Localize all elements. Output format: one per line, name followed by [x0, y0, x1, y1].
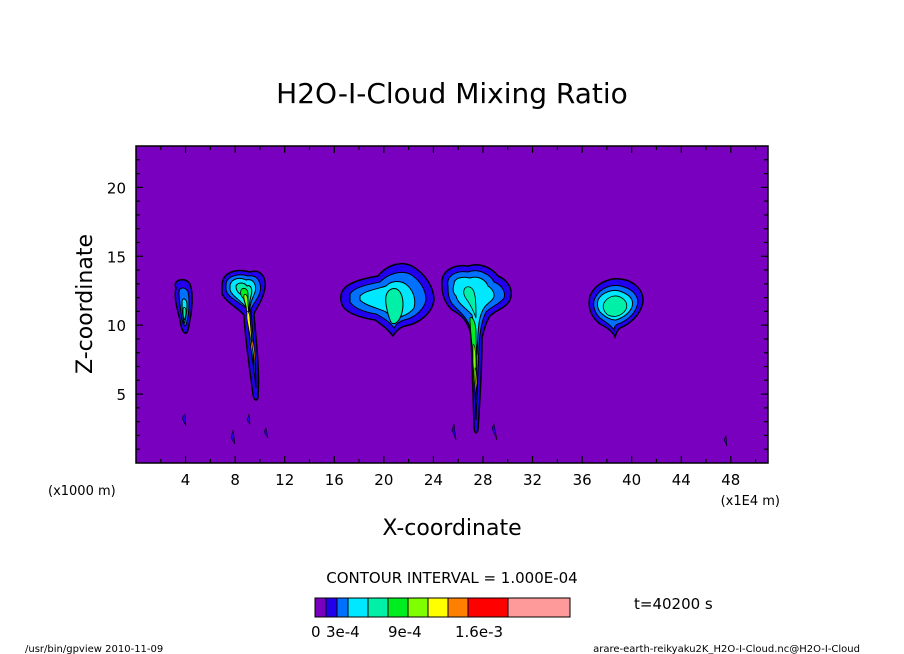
time-label: t=40200 s [634, 595, 713, 613]
x-tick-label: 28 [473, 471, 492, 489]
x-ticks: 4 8 12 16 20 24 28 32 36 40 44 48 [160, 146, 757, 489]
cloud-2 [221, 269, 266, 401]
footer-left: /usr/bin/gpview 2010-11-09 [25, 644, 163, 654]
colorbar-band [325, 597, 338, 618]
x-axis-label: X-coordinate [382, 516, 521, 541]
colorbar-band [387, 597, 409, 618]
x-tick-label: 12 [275, 471, 294, 489]
plot-frame [135, 145, 769, 464]
cloud-5 [588, 278, 644, 340]
colorbar-label-3: 1.6e-3 [455, 623, 503, 641]
x-unit-right: (x1E4 m) [721, 494, 780, 509]
speck [263, 427, 269, 439]
colorbar [314, 597, 571, 618]
y-tick-label: 15 [107, 248, 126, 266]
colorbar-label-2: 9e-4 [388, 623, 422, 641]
cloud-3 [339, 262, 435, 338]
colorbar-band [447, 597, 469, 618]
colorbar-band [507, 597, 571, 618]
cloud-contours [174, 262, 728, 447]
contour-interval-label: CONTOUR INTERVAL = 1.000E-04 [326, 569, 577, 587]
speck [246, 413, 251, 426]
cloud-4 [441, 264, 512, 434]
x-tick-label: 4 [181, 471, 191, 489]
y-axis-label: Z-coordinate [73, 234, 98, 374]
speck [181, 413, 187, 427]
x-tick-label: 8 [230, 471, 240, 489]
speck [723, 434, 728, 447]
x-unit-left: (x1000 m) [48, 484, 116, 499]
speck [230, 429, 236, 445]
x-tick-label: 16 [325, 471, 344, 489]
footer-right: arare-earth-reikyaku2K_H2O-I-Cloud.nc@H2… [593, 644, 860, 654]
x-tick-label: 40 [622, 471, 641, 489]
y-tick-label: 20 [107, 179, 126, 197]
speck [451, 423, 457, 441]
x-tick-label: 44 [672, 471, 691, 489]
x-tick-label: 20 [374, 471, 393, 489]
colorbar-band [467, 597, 509, 618]
y-ticks: 5 10 15 20 [107, 159, 768, 450]
x-tick-label: 24 [424, 471, 443, 489]
chart-title: H2O-I-Cloud Mixing Ratio [276, 77, 628, 110]
cloud-1 [174, 278, 193, 334]
colorbar-band [367, 597, 389, 618]
colorbar-band [407, 597, 429, 618]
x-tick-label: 48 [721, 471, 740, 489]
colorbar-label-1: 3e-4 [326, 623, 360, 641]
y-tick-label: 5 [116, 386, 126, 404]
colorbar-band [336, 597, 349, 618]
colorbar-band [314, 597, 327, 618]
speck [491, 423, 498, 441]
x-tick-label: 32 [523, 471, 542, 489]
colorbar-band [347, 597, 369, 618]
x-tick-label: 36 [573, 471, 592, 489]
colorbar-band [427, 597, 449, 618]
y-tick-label: 10 [107, 317, 126, 335]
colorbar-label-0: 0 [311, 623, 321, 641]
